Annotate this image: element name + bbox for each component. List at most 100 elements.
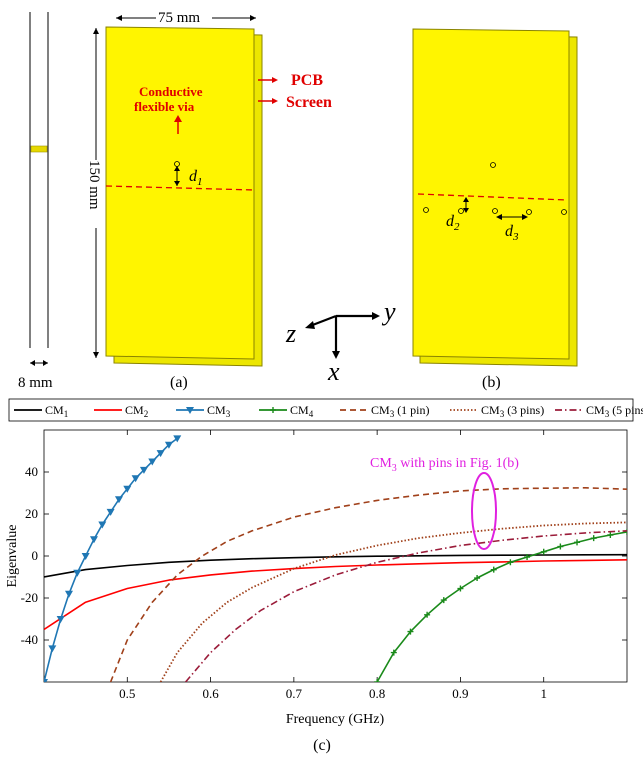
series-3-marker [148,458,157,466]
y-tick-label: -20 [21,590,38,605]
x-tick-label: 1 [540,686,547,701]
y-tick-label: 20 [25,506,38,521]
svg-text:d1: d1 [189,168,203,188]
axis-z-letter: z [285,319,296,348]
panel-a: 8 mm 75 mm 150 mm [18,9,332,391]
series-3-marker [106,508,115,516]
series-4-marker [424,611,431,618]
series-line-4 [376,531,627,682]
d3-dimension: d3 [496,214,528,243]
thickness-label: 8 mm [18,375,53,391]
axis-y-letter: y [381,297,396,326]
series-3-marker [73,569,82,577]
y-tick-label: 40 [25,464,38,479]
legend-label-7: CM3 (5 pins) [586,403,643,419]
annotation-text: with pins in Fig. 1(b) [397,456,519,471]
x-axis-label: Frequency (GHz) [286,712,385,727]
via-label-line2: flexible via [134,99,195,114]
axis-x-letter: x [327,357,340,386]
series-4-marker [374,679,381,682]
x-tick-label: 0.5 [119,686,135,701]
series-line-7 [184,530,627,682]
series-4-marker [474,575,481,582]
series-line-1 [44,553,627,578]
series-4-marker [524,554,531,561]
series-3-marker [89,536,98,544]
series-4-marker [607,532,614,538]
panel-b: d2 d3 (b) [412,28,578,391]
series-3-marker [139,466,148,474]
series-3-marker [131,475,140,483]
annotation-group: CM3 with pins in Fig. 1(b) [370,456,519,550]
series-4-marker [590,535,597,542]
series-line-6 [159,521,627,682]
height-dimension: 150 mm [86,28,104,358]
legend-marker-3 [186,407,194,414]
d1-subscript: 1 [197,176,203,188]
series-4-marker [490,566,497,573]
legend-label-4: CM4 [290,403,314,419]
caption-c: (c) [313,737,331,754]
screen-label: Screen [286,94,332,111]
series-4-marker [540,548,547,555]
series-3-marker [164,441,173,449]
annotation-base: CM [370,456,392,471]
pcb-label: PCB [291,72,323,89]
series-4-marker [390,649,397,656]
d3-label: d [505,223,514,240]
annotation-sub: 3 [392,463,397,474]
series-3-marker [173,435,182,443]
height-label: 150 mm [86,160,102,210]
series-3-marker [156,450,165,458]
legend-label-6: CM3 (3 pins) [481,403,544,419]
series-4-marker [457,585,464,592]
width-label: 75 mm [158,10,200,26]
svg-text:d3: d3 [505,223,519,243]
pcb-screen-labels: PCB Screen [258,72,332,111]
d1-label: d [189,168,198,185]
svg-text:d2: d2 [446,213,460,233]
series-line-3 [44,437,178,682]
legend-label-3: CM3 [207,403,231,419]
axes-triad: y z x [285,297,396,386]
d3-subscript: 3 [512,231,519,243]
x-tick-label: 0.9 [452,686,468,701]
series-4-marker [440,597,447,604]
legend-marker-4 [270,407,276,413]
svg-text:CM3 with pins in Fig. 1(b): CM3 with pins in Fig. 1(b) [370,456,519,474]
series-4-marker [624,528,627,535]
series-3-marker [64,590,73,598]
series-4-marker [574,539,581,546]
legend-label-2: CM2 [125,403,148,419]
legend-label-1: CM1 [45,403,68,419]
x-tick-label: 0.6 [202,686,219,701]
series-4-marker [407,628,414,635]
y-tick-label: -40 [21,632,38,647]
x-tick-label: 0.8 [369,686,385,701]
series-3-marker [44,679,48,682]
series-line-5 [109,486,627,682]
via-label-line1: Conductive [139,84,203,99]
width-dimension: 75 mm [116,9,256,26]
d2-subscript: 2 [454,221,460,233]
y-axis-label: Eigenvalue [5,525,20,588]
chart-legend: CM1 CM2 CM3 CM4 CM3 (1 pin) CM3 (3 pins) CM3 (… [8,398,643,422]
annotation-ellipse [471,472,497,550]
series-3-marker [98,521,107,529]
d1-dimension: d1 [174,166,203,188]
series-3-marker [56,616,65,623]
chart-c: 0.5 0.6 0.7 0.8 0.9 1 -40 -20 0 20 40 Frequency (G… [5,429,628,754]
series-4-marker [507,559,514,566]
series-3-marker [114,496,123,504]
x-tick-label: 0.7 [286,686,303,701]
caption-a: (a) [170,374,188,391]
series-3-marker [123,485,132,493]
board-b [412,28,578,367]
board-a [105,26,263,367]
d2-dimension: d2 [446,197,469,233]
d2-label: d [446,213,455,230]
series-line-2 [44,559,627,631]
via-label-group: Conductive flexible via [134,84,203,134]
series-3-marker [81,553,90,560]
